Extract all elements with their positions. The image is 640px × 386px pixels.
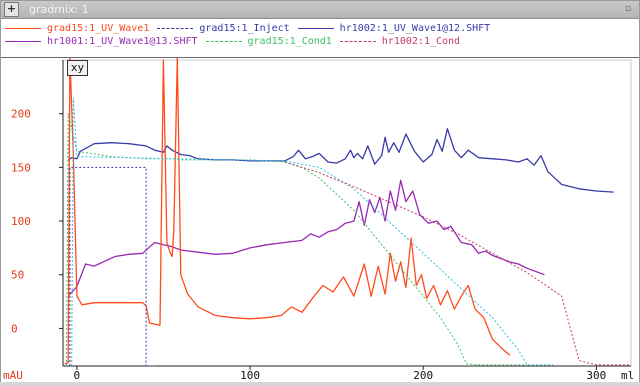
series-line	[71, 97, 554, 367]
legend-swatch	[205, 41, 242, 42]
legend-item[interactable]: hr1002:1_UV_Wave1@12.SHFT	[297, 22, 491, 35]
x-tick-label: 0	[74, 369, 81, 382]
legend-item[interactable]: grad15:1_Cond1	[205, 35, 332, 48]
legend-label: grad15:1_Inject	[199, 22, 290, 34]
legend-swatch	[297, 28, 334, 29]
x-tick-label: 200	[413, 369, 433, 382]
x-tick-label: 100	[240, 369, 260, 382]
plot-frame	[62, 59, 632, 367]
chart-canvas[interactable]: 0 50 100 150 200 0 100 200 300 mAU ml	[1, 53, 639, 382]
y-tick-label: 200	[11, 108, 31, 121]
x-axis-label: ml	[621, 369, 634, 382]
x-tick-label: 300	[586, 369, 606, 382]
chromatogram-plot[interactable]: 0 50 100 150 200 0 100 200 300 mAU ml xy	[1, 53, 639, 382]
legend-label: hr1001:1_UV_Wave1@13.SHFT	[47, 35, 198, 47]
xy-toggle-button[interactable]: xy	[67, 60, 88, 76]
series-line	[284, 161, 631, 366]
legend-item[interactable]: grad15:1_UV_Wave1	[5, 23, 149, 35]
window-menu-button[interactable]: +	[4, 2, 19, 17]
legend-swatch	[339, 41, 376, 42]
restore-icon[interactable]: ▫	[624, 4, 632, 14]
legend-item[interactable]: grad15:1_Inject	[157, 22, 290, 35]
legend-row-1: grad15:1_UV_Wave1 grad15:1_Inject hr1002:1…	[5, 21, 498, 35]
legend-label: grad15:1_UV_Wave1	[47, 22, 150, 34]
legend-item[interactable]: hr1002:1_Cond	[339, 35, 461, 48]
y-tick-label: 150	[11, 161, 31, 174]
y-axis-label: mAU	[3, 369, 23, 382]
series-line	[64, 53, 511, 365]
title-bar[interactable]: + gradmix: 1 ▫	[1, 1, 639, 19]
legend-row-2: hr1001:1_UV_Wave1@13.SHFT grad15:1_Cond1 h…	[5, 34, 468, 48]
window-title: gradmix: 1	[29, 3, 89, 16]
curve-legend: grad15:1_UV_Wave1 grad15:1_Inject hr1002:1…	[1, 19, 639, 58]
legend-swatch	[5, 28, 41, 29]
series-line	[67, 128, 614, 193]
series-line	[69, 166, 155, 367]
y-tick-label: 0	[11, 322, 18, 335]
legend-label: hr1002:1_UV_Wave1@12.SHFT	[339, 22, 491, 34]
legend-swatch	[157, 28, 194, 29]
legend-label: hr1002:1_Cond	[381, 35, 461, 47]
series-line	[67, 179, 545, 297]
legend-swatch	[5, 41, 41, 42]
y-tick-label: 50	[11, 269, 24, 282]
legend-item[interactable]: hr1001:1_UV_Wave1@13.SHFT	[5, 36, 198, 48]
y-tick-label: 100	[11, 215, 31, 228]
legend-label: grad15:1_Cond1	[247, 35, 332, 47]
